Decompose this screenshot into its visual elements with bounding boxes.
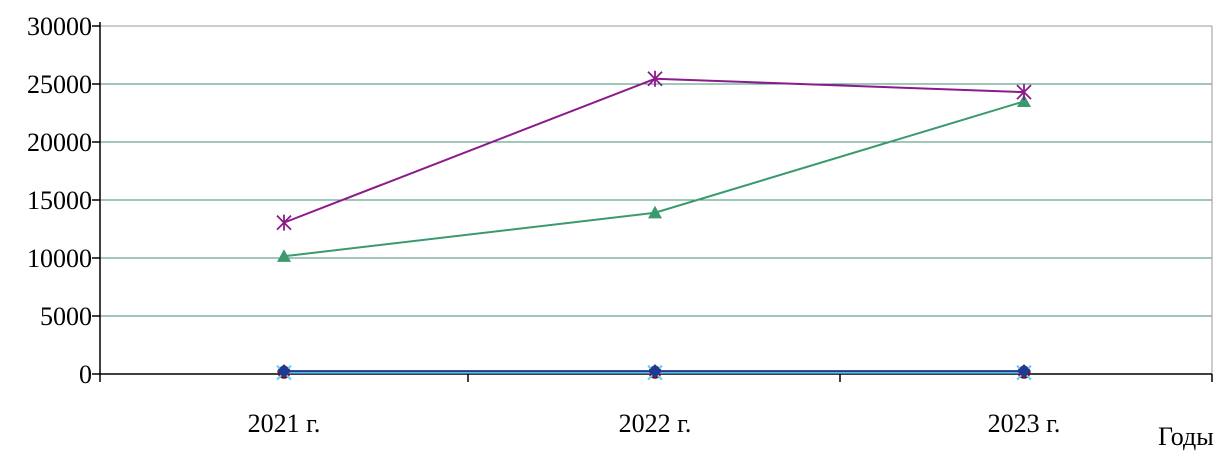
series-3 xyxy=(277,364,1031,379)
y-tick-label: 15000 xyxy=(27,186,92,215)
series-1 xyxy=(276,70,1032,231)
data-point xyxy=(1017,364,1031,379)
y-tick-label: 25000 xyxy=(27,70,92,99)
x-tick-label: 2022 г. xyxy=(619,409,692,438)
plot-frame xyxy=(100,25,1213,374)
series-2 xyxy=(277,94,1031,262)
gridlines xyxy=(100,25,1212,317)
data-series xyxy=(276,70,1032,381)
x-tick-label: 2023 г. xyxy=(988,409,1061,438)
data-point xyxy=(647,70,663,87)
data-point xyxy=(277,364,291,379)
x-axis-title: Годы xyxy=(1158,422,1214,451)
series-line xyxy=(283,77,1025,224)
y-tick-label: 0 xyxy=(79,360,92,389)
y-tick-label: 30000 xyxy=(27,12,92,41)
data-point xyxy=(1016,84,1032,101)
data-point xyxy=(648,364,662,379)
y-tick-label: 20000 xyxy=(27,128,92,157)
data-point xyxy=(277,249,291,262)
data-point xyxy=(276,214,292,231)
x-tick-label: 2021 г. xyxy=(248,409,321,438)
y-tick-label: 10000 xyxy=(27,244,92,273)
data-point xyxy=(1017,94,1031,107)
data-point xyxy=(648,205,662,219)
x-tick-labels: 2021 г. 2022 г. 2023 г. xyxy=(248,409,1061,438)
y-tick-labels: 0 5000 10000 15000 20000 25000 30000 xyxy=(27,12,92,389)
y-tick-label: 5000 xyxy=(40,302,92,331)
